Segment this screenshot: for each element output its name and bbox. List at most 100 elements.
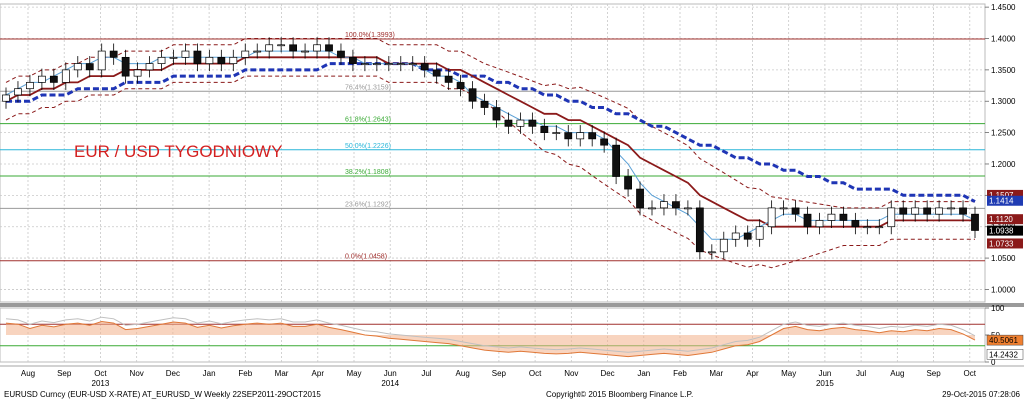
candle-down <box>636 188 644 209</box>
short-ma-line <box>5 50 976 240</box>
price-badge <box>987 195 1023 206</box>
candle-down <box>588 132 597 140</box>
x-tick-label: Apr <box>312 369 325 378</box>
candle-up <box>37 75 46 83</box>
x-tick-label: Oct <box>964 369 977 378</box>
panel-separator <box>0 303 1024 307</box>
candle-up <box>241 50 250 58</box>
candle-up <box>779 207 788 210</box>
x-tick-label: Sep <box>57 369 72 378</box>
candle-down <box>468 88 477 102</box>
candle-down <box>492 107 501 121</box>
x-tick-label: Sep <box>926 369 941 378</box>
candle-down <box>791 207 800 215</box>
candle-up <box>2 94 10 102</box>
y-tick-label: 1.0500 <box>991 254 1016 263</box>
y-tick-label: 1.0000 <box>991 285 1016 294</box>
candle-up <box>767 207 776 228</box>
candlesticks <box>2 37 979 260</box>
y-tick-label: 1.3000 <box>991 97 1016 106</box>
upper-band-line <box>5 38 975 209</box>
osc-tick-label: 100 <box>991 304 1005 313</box>
candle-down <box>851 220 860 228</box>
x-tick-label: Feb <box>238 369 252 378</box>
candle-up <box>169 56 178 59</box>
x-tick-label: Jun <box>818 369 831 378</box>
candle-down <box>420 63 429 71</box>
candle-down <box>743 232 752 240</box>
osc-badge <box>986 349 1024 360</box>
candle-up <box>97 50 106 71</box>
candle-up <box>253 50 262 53</box>
x-tick-label: Mar <box>709 369 723 378</box>
candle-up <box>815 220 824 228</box>
price-badge <box>987 189 1023 200</box>
x-tick-label: Oct <box>94 369 107 378</box>
candle-down <box>432 69 441 77</box>
candle-down <box>289 44 298 52</box>
candle-up <box>576 132 585 140</box>
candle-up <box>827 213 836 221</box>
candle-down <box>480 100 489 108</box>
candle-up <box>396 63 405 65</box>
candle-down <box>49 75 58 83</box>
candle-up <box>145 63 154 71</box>
osc-signal-line <box>5 316 976 353</box>
x-tick-label: Aug <box>890 369 904 378</box>
candle-down <box>959 207 967 215</box>
fib-level-label: 100.0%(1.3993) <box>345 32 395 39</box>
candle-down <box>923 207 932 215</box>
candle-up <box>683 207 692 210</box>
envelope-bands <box>5 38 975 269</box>
candle-down <box>444 75 453 83</box>
x-tick-label: Jul <box>856 369 866 378</box>
candle-up <box>516 119 525 127</box>
fibonacci-levels: 100.0%(1.3993) 76.4%(1.3159) 61.8%(1.2643)… <box>0 32 985 262</box>
candle-up <box>14 88 22 96</box>
price-badge-label: 1.1507 <box>989 191 1014 200</box>
candle-down <box>528 119 537 127</box>
x-tick-label: Jul <box>421 369 431 378</box>
osc-badge-label: 40.5061 <box>989 336 1018 345</box>
x-year-label: 2015 <box>816 379 834 388</box>
x-tick-label: Sep <box>492 369 507 378</box>
y-tick-label: 1.2500 <box>991 129 1016 138</box>
candle-up <box>947 207 955 210</box>
price-badge <box>987 225 1023 236</box>
candle-down <box>695 207 704 253</box>
candle-up <box>648 207 656 210</box>
footer-left: EURUSD Curncy (EUR-USD X-RATE) AT_EURUSD… <box>4 390 321 399</box>
x-tick-label: Dec <box>600 369 614 378</box>
x-tick-label: Nov <box>564 369 578 378</box>
candle-up <box>277 44 286 47</box>
candle-down <box>325 44 333 52</box>
x-tick-label: Jan <box>637 369 650 378</box>
candle-up <box>707 251 716 254</box>
candle-down <box>672 201 680 209</box>
fib-level-label: 50.0%(1.2226) <box>345 143 391 150</box>
x-tick-label: Nov <box>130 369 144 378</box>
x-tick-label: Mar <box>275 369 289 378</box>
osc-tick-label: 0 <box>991 358 996 367</box>
candle-down <box>624 176 632 190</box>
candle-up <box>755 226 764 240</box>
candle-down <box>337 50 345 58</box>
x-tick-label: May <box>781 369 796 378</box>
candle-up <box>660 201 668 209</box>
price-badge-label: 1.1120 <box>989 215 1013 224</box>
candle-down <box>109 50 118 58</box>
price-panel-frame <box>0 3 986 303</box>
price-badge-label: 1.1414 <box>989 197 1014 206</box>
footer-right: 29-Oct-2015 07:28:06 <box>942 390 1020 399</box>
long-ma-dashed-line <box>6 62 976 203</box>
x-tick-label: Oct <box>529 369 542 378</box>
candle-up <box>157 56 166 64</box>
candle-up <box>360 63 369 65</box>
footer-center: Copyright© 2015 Bloomberg Finance L.P. <box>546 390 693 399</box>
x-tick-label: Jun <box>384 369 397 378</box>
x-tick-label: Aug <box>21 369 35 378</box>
candle-up <box>372 63 381 65</box>
price-badge <box>987 238 1023 249</box>
